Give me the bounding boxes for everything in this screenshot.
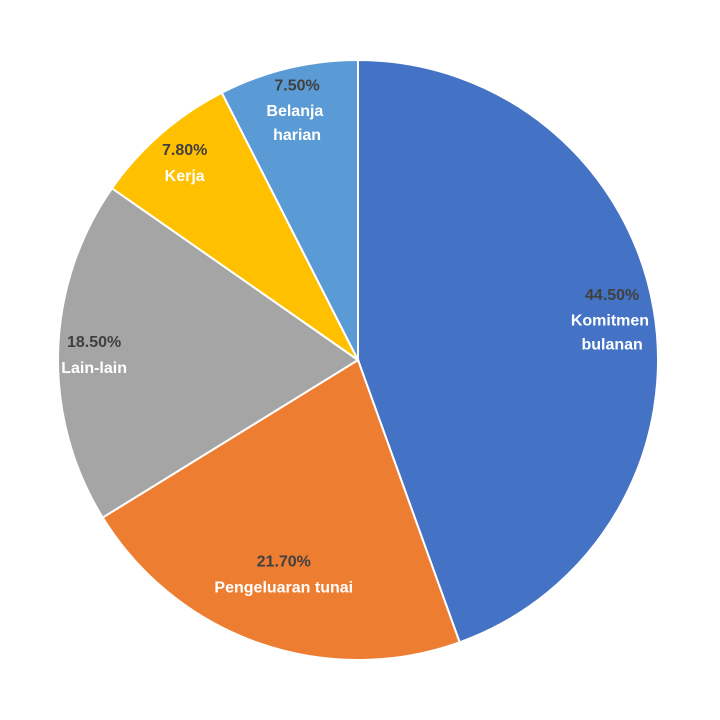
pie-slice <box>110 91 359 361</box>
category-label: Komitmen bulanan <box>571 313 654 354</box>
data-label: 7.50% <box>274 77 319 94</box>
category-label: Belanja harian <box>266 103 327 144</box>
category-label: Lain-lain <box>61 360 127 377</box>
data-label: 21.70% <box>257 554 311 571</box>
pie-slice <box>57 186 360 519</box>
pie-slice <box>220 58 359 361</box>
category-label: Pengeluaran tunai <box>214 580 353 597</box>
data-label: 7.80% <box>162 142 207 159</box>
pie-slice <box>357 58 659 644</box>
category-label: Kerja <box>165 168 205 185</box>
data-label: 18.50% <box>67 334 121 351</box>
pie-slice <box>101 358 461 661</box>
data-label: 44.50% <box>585 287 639 304</box>
